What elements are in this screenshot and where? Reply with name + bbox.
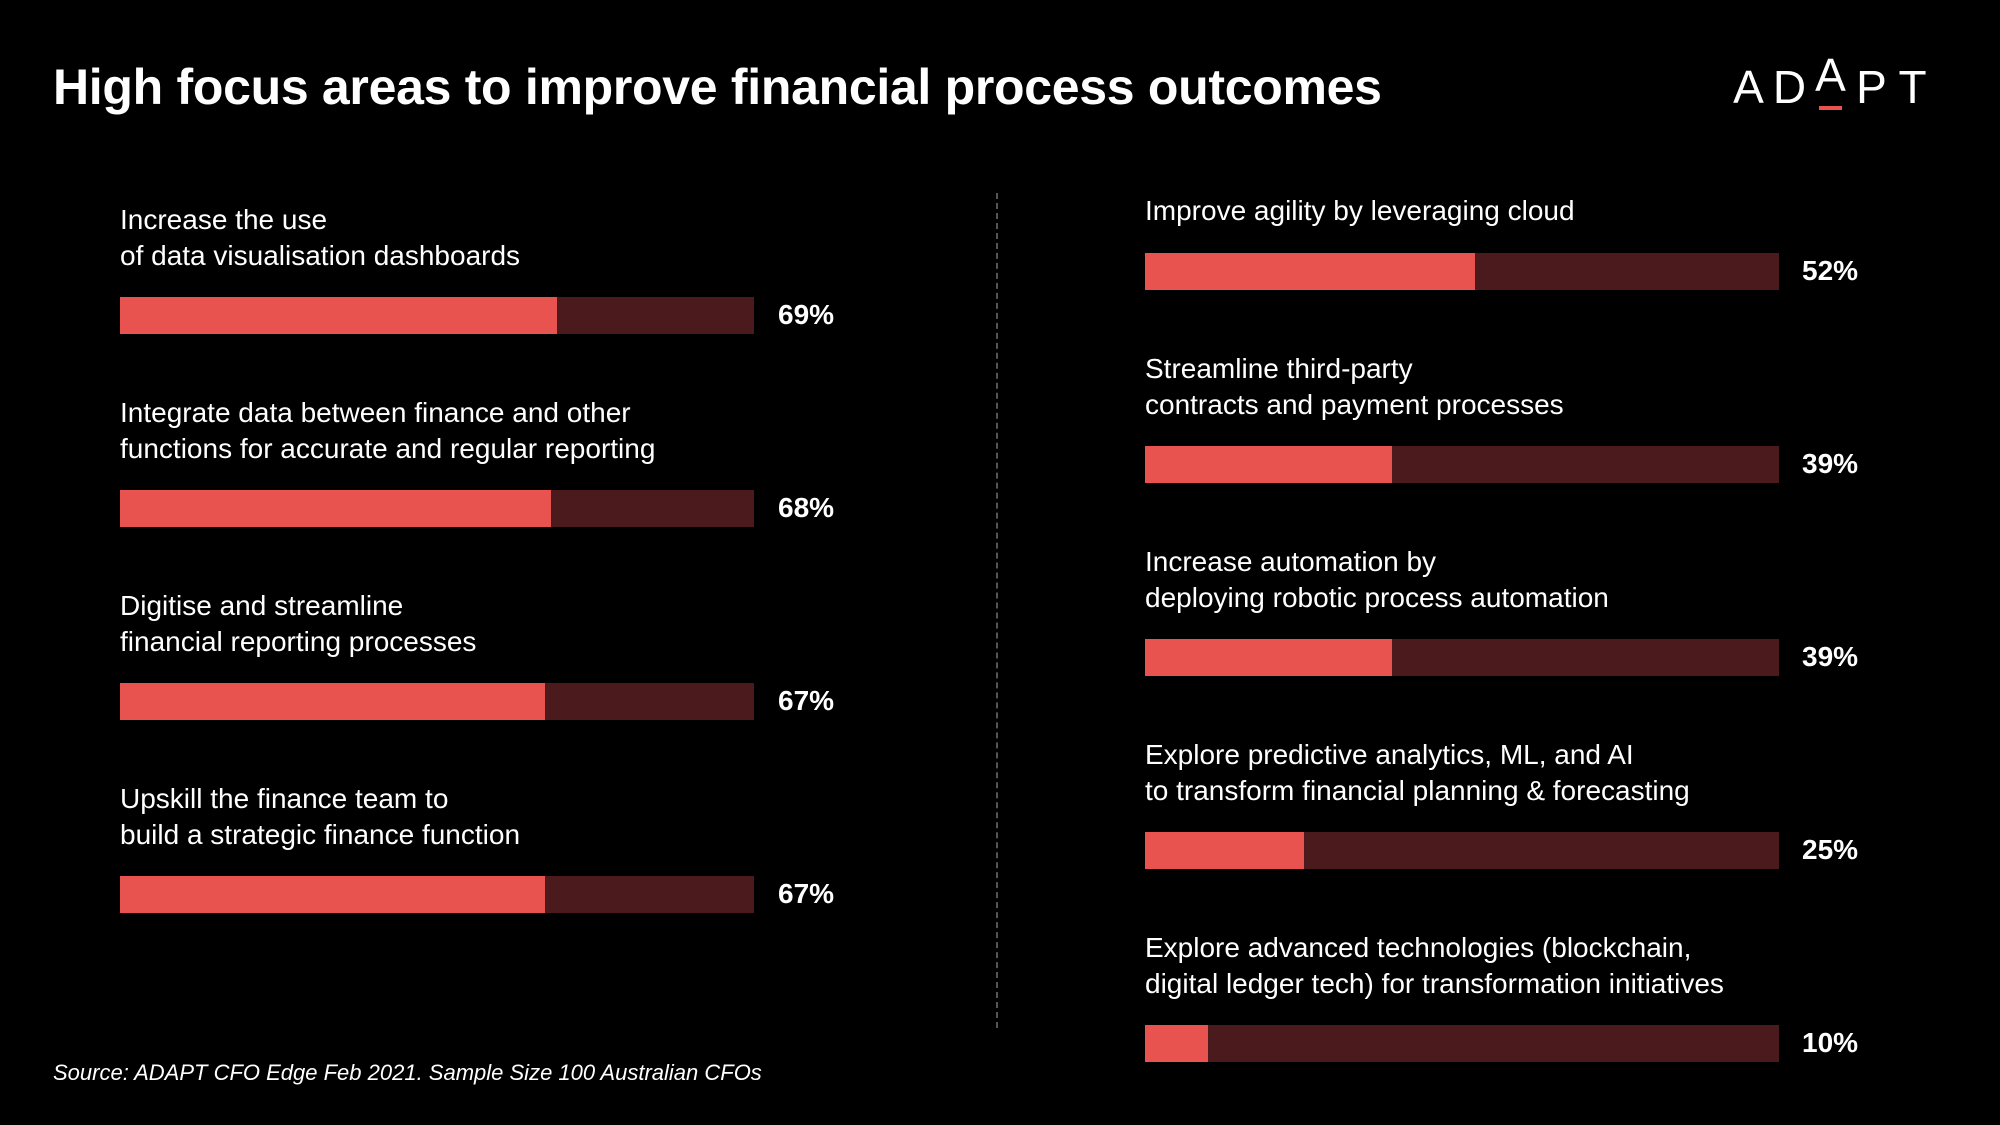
bar-value-label: 67% bbox=[778, 878, 835, 909]
bar-track bbox=[120, 297, 754, 334]
bar-value-label: 10% bbox=[1802, 1027, 1859, 1058]
logo-letter: A bbox=[1810, 48, 1851, 110]
bar-track bbox=[1145, 639, 1779, 676]
bar-label: Increase automation by deploying robotic… bbox=[1145, 546, 1609, 613]
bar-fill bbox=[1145, 832, 1304, 869]
bar-value-label: 67% bbox=[778, 685, 835, 716]
logo-letter: P bbox=[1856, 61, 1887, 113]
bar-label: Digitise and streamline financial report… bbox=[120, 590, 477, 657]
bar-value-label: 68% bbox=[778, 492, 835, 523]
bar-value-label: 52% bbox=[1802, 255, 1859, 286]
bar-label: Increase the use of data visualisation d… bbox=[120, 204, 521, 271]
bar-label: Upskill the finance team to build a stra… bbox=[120, 783, 521, 850]
chart-title: High focus areas to improve financial pr… bbox=[53, 59, 1382, 115]
bar-value-label: 69% bbox=[778, 299, 835, 330]
bar-fill bbox=[120, 490, 552, 527]
bar-value-label: 25% bbox=[1802, 834, 1859, 865]
bar-fill bbox=[1145, 446, 1393, 483]
bar-label: Explore predictive analytics, ML, and AI… bbox=[1145, 739, 1690, 806]
bar-fill bbox=[1145, 639, 1393, 676]
bar-track bbox=[1145, 832, 1779, 869]
source-note: Source: ADAPT CFO Edge Feb 2021. Sample … bbox=[53, 1060, 762, 1085]
bar-track bbox=[120, 876, 754, 913]
bar-track bbox=[1145, 1025, 1779, 1062]
logo-accent-underline bbox=[1819, 106, 1842, 110]
bar-track bbox=[1145, 253, 1779, 290]
logo-letter: A bbox=[1733, 61, 1764, 113]
bar-fill bbox=[120, 683, 545, 720]
bar-label: Explore advanced technologies (blockchai… bbox=[1145, 932, 1724, 999]
bar-label: Improve agility by leveraging cloud bbox=[1145, 195, 1575, 226]
bar-label: Streamline third-party contracts and pay… bbox=[1145, 353, 1564, 420]
bar-label: Integrate data between finance and other… bbox=[120, 397, 656, 464]
bar-fill bbox=[120, 876, 545, 913]
bar-track bbox=[120, 490, 754, 527]
logo-letter: T bbox=[1898, 61, 1927, 113]
bar-fill bbox=[120, 297, 558, 334]
bar-track bbox=[120, 683, 754, 720]
bar-fill bbox=[1145, 253, 1475, 290]
bar-fill bbox=[1145, 1025, 1209, 1062]
logo-letter: D bbox=[1772, 61, 1807, 113]
column-divider bbox=[996, 193, 998, 1028]
bar-value-label: 39% bbox=[1802, 641, 1859, 672]
bar-value-label: 39% bbox=[1802, 448, 1859, 479]
bar-track bbox=[1145, 446, 1779, 483]
